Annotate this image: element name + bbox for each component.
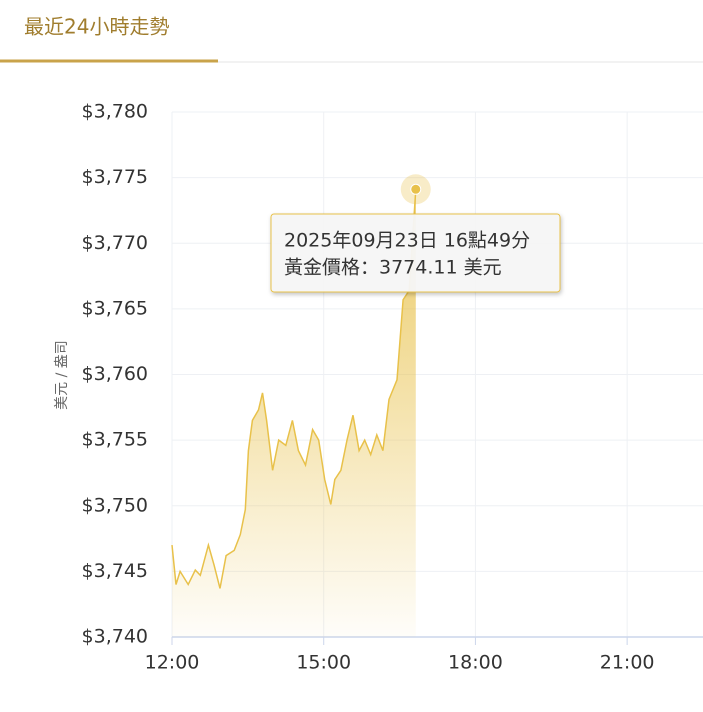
y-tick-label: $3,755 [82,429,148,451]
x-tick-label: 18:00 [448,652,503,674]
y-tick-label: $3,760 [82,363,148,385]
y-tick-label: $3,765 [82,297,148,319]
tab-title[interactable]: 最近24小時走勢 [24,15,169,39]
y-axis-title: 美元 / 盎司 [54,340,70,410]
x-tick-label: 15:00 [296,652,351,674]
y-tick-label: $3,745 [82,560,148,582]
y-tick-label: $3,750 [82,494,148,516]
area-fill [172,189,416,638]
price-line [171,189,417,589]
y-tick-label: $3,775 [82,166,148,188]
hover-point [410,183,422,195]
tooltip-box [270,213,561,293]
y-tick-label: $3,740 [82,626,148,648]
y-tick-label: $3,770 [82,232,148,254]
x-tick-label: 12:00 [145,652,200,674]
y-tick-label: $3,780 [82,101,148,123]
x-tick-label: 21:00 [600,652,655,674]
tooltip-line: 2025年09月23日 16點49分 [284,230,530,252]
tooltip-line: 黃金價格：3774.11 美元 [284,257,502,279]
